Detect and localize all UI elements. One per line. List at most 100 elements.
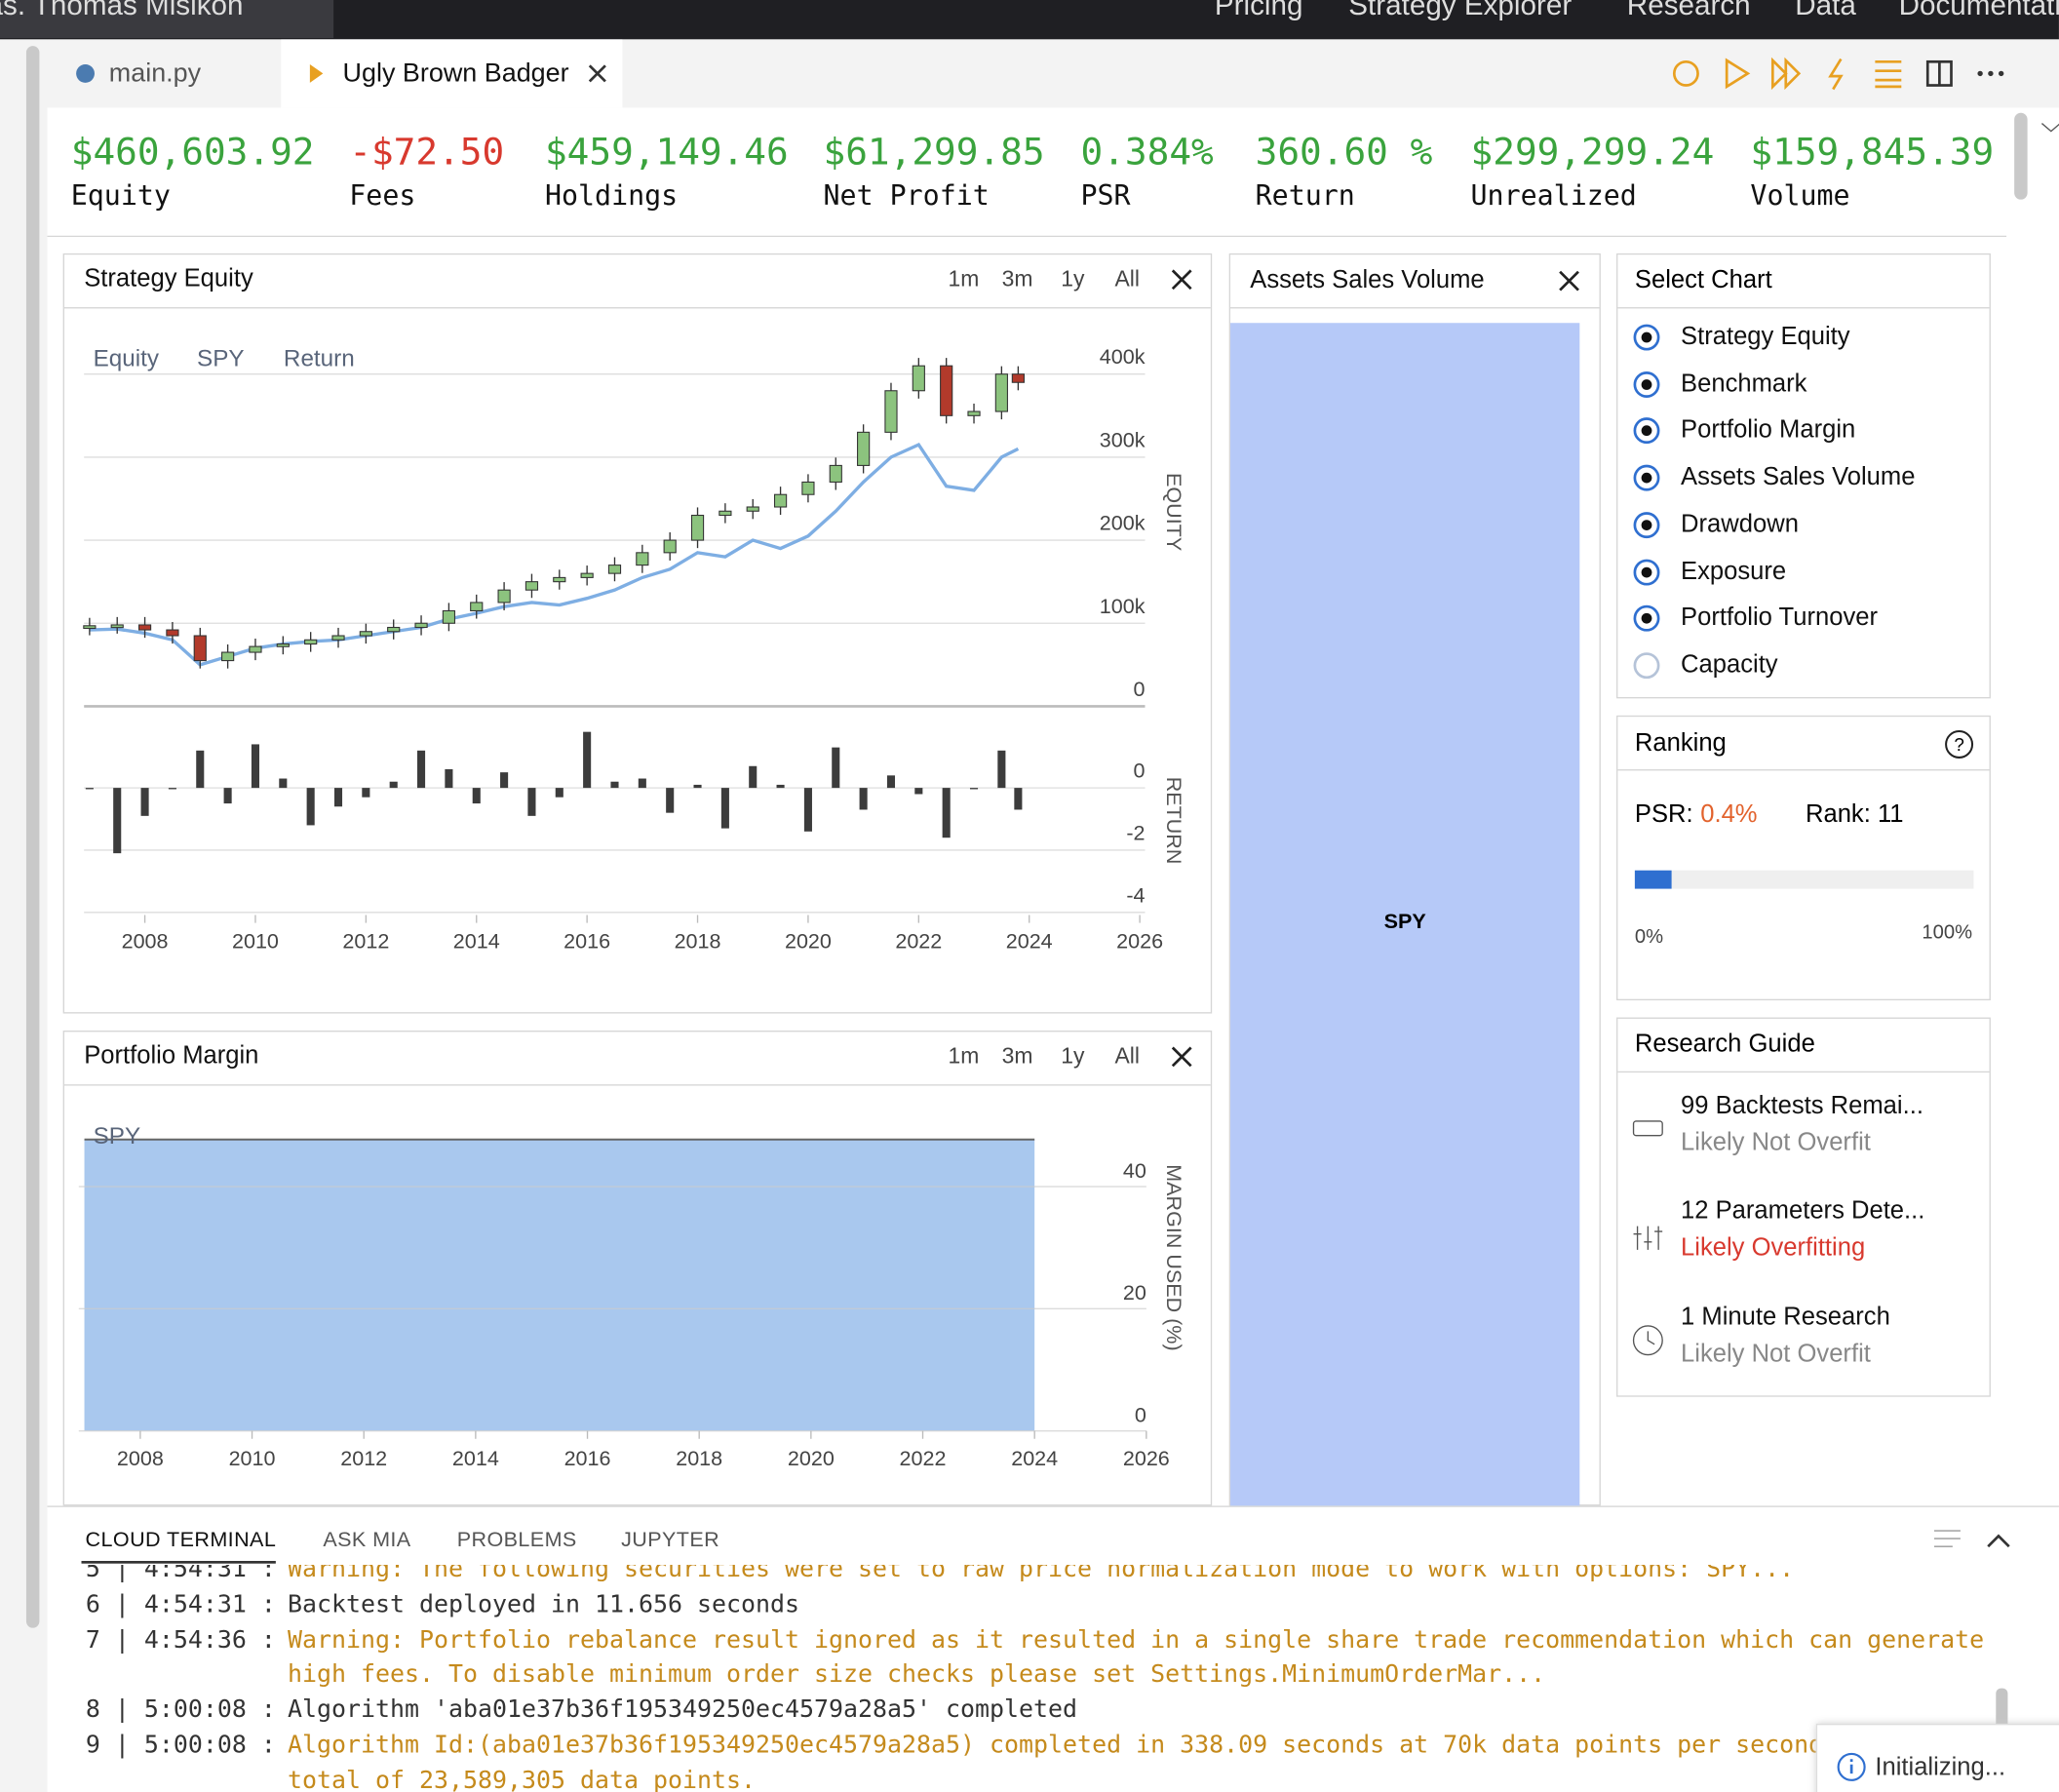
terminal-tab[interactable]: PROBLEMS (456, 1529, 577, 1552)
panel-header (1617, 254, 1990, 309)
run-icon (309, 63, 324, 83)
live-icon[interactable] (1828, 58, 1844, 91)
psr-label: PSR: (1634, 800, 1693, 829)
select-chart-panel: Select Chart Strategy Equity Benchmark Por… (1616, 253, 1991, 699)
line-text: Algorithm 'aba01e37b36f195349250ec4579a2… (287, 1695, 1078, 1725)
option-label[interactable]: Portfolio Turnover (1681, 604, 1879, 632)
guide-title[interactable]: 12 Parameters Dete... (1681, 1197, 1925, 1226)
radio-dot (1641, 425, 1652, 437)
svg-text:?: ? (1954, 734, 1963, 755)
stat-label: PSR (1080, 179, 1131, 212)
radio[interactable] (1633, 464, 1660, 491)
guide-title[interactable]: 1 Minute Research (1681, 1304, 1890, 1332)
margin-panel (62, 1031, 1213, 1506)
rank: Rank: 11 (1805, 800, 1904, 829)
range-button[interactable]: All (1114, 1043, 1140, 1070)
settings-icon[interactable] (1672, 59, 1699, 87)
stat-label: Net Profit (823, 179, 990, 212)
line-text: Algorithm Id:(aba01e37b36f195349250ec457… (287, 1732, 2000, 1760)
status-text: Initializing... (1875, 1753, 2006, 1782)
tab[interactable]: main.py (108, 58, 202, 89)
treemap-label: SPY (1383, 911, 1426, 934)
terminal-output: 5 | 4:54:31 : Warning: The following secu… (47, 1565, 2058, 1792)
stat-value: $460,603.92 (70, 130, 315, 174)
line-prefix: 8 | 5:00:08 : (85, 1695, 276, 1725)
option-label[interactable]: Strategy Equity (1681, 323, 1850, 351)
legend-item[interactable]: Return (283, 345, 355, 372)
tab[interactable]: Ugly Brown Badger (342, 58, 569, 89)
rank-bar (1634, 870, 1974, 889)
guide-status: Likely Overfitting (1681, 1233, 1866, 1262)
stat-value: $159,845.39 (1750, 130, 1995, 174)
range-button[interactable]: 1y (1061, 266, 1085, 292)
close-tab[interactable] (588, 64, 606, 83)
option-label[interactable]: Drawdown (1681, 510, 1799, 538)
option-label[interactable]: Benchmark (1681, 370, 1807, 398)
stat-label: Holdings (544, 179, 679, 212)
user-name[interactable]: as. Thomas Misikon (0, 0, 244, 21)
legend-item[interactable]: SPY (197, 345, 245, 372)
panel-header (1617, 1019, 1990, 1073)
radio[interactable] (1633, 324, 1660, 351)
range-button[interactable]: 1m (948, 266, 980, 292)
close-panel[interactable] (1556, 268, 1582, 294)
option-label[interactable]: Exposure (1681, 557, 1787, 585)
nav-link[interactable]: Strategy Explorer (1348, 0, 1573, 21)
stat-value: 0.384% (1080, 130, 1214, 174)
guide-icons (1632, 1120, 1663, 1356)
help-icon[interactable]: ? (1943, 728, 1974, 760)
guide-status: Likely Not Overfit (1681, 1128, 1871, 1157)
terminal-tab[interactable]: JUPYTER (621, 1529, 720, 1552)
nav-link[interactable]: Data (1795, 0, 1856, 21)
radio[interactable] (1633, 370, 1660, 398)
terminal-tab[interactable]: CLOUD TERMINAL (85, 1529, 277, 1552)
option-label[interactable]: Capacity (1681, 650, 1778, 679)
stat-value: $299,299.24 (1470, 130, 1715, 174)
option-label[interactable]: Portfolio Margin (1681, 416, 1856, 445)
line-text: Backtest deployed in 11.656 seconds (287, 1590, 800, 1618)
stat-label: Volume (1750, 179, 1850, 212)
option-label[interactable]: Assets Sales Volume (1681, 463, 1916, 491)
nav-link[interactable]: Research (1626, 0, 1751, 21)
active-tab-bg (281, 39, 623, 108)
guide-title[interactable]: 99 Backtests Remai... (1681, 1092, 1923, 1120)
range-button[interactable]: 1m (948, 1043, 980, 1070)
panel-title: Assets Sales Volume (1250, 266, 1485, 294)
radio[interactable] (1633, 558, 1660, 585)
radio-dot (1641, 331, 1652, 343)
nav-link[interactable]: Documentation (1898, 0, 2059, 21)
nav-link[interactable]: Pricing (1214, 0, 1303, 21)
list-icon[interactable] (1875, 59, 1902, 89)
legend-item[interactable]: SPY (93, 1122, 141, 1149)
user-menu[interactable] (0, 0, 334, 39)
panel-title: Select Chart (1634, 266, 1772, 294)
range-button[interactable]: 1y (1061, 1043, 1085, 1070)
terminal: 5 | 4:54:31 : Warning: The following secu… (47, 1505, 2059, 1792)
radio[interactable] (1633, 652, 1660, 679)
stat-label: Equity (70, 179, 171, 212)
scale-max: 100% (1922, 921, 1973, 945)
stat-value: $61,299.85 (823, 130, 1045, 174)
line-prefix: 5 | 4:54:31 : (85, 1565, 276, 1583)
legend-item[interactable]: Equity (93, 345, 160, 372)
line-text: Warning: Portfolio rebalance result igno… (287, 1625, 1985, 1655)
panel-title: Ranking (1634, 729, 1727, 758)
backtest-icon[interactable] (1725, 58, 1751, 90)
stat-label: Fees (349, 179, 416, 212)
radio[interactable] (1633, 511, 1660, 538)
guide-status: Likely Not Overfit (1681, 1340, 1871, 1369)
more-icon[interactable] (1977, 70, 2004, 77)
scrollbar (1996, 1688, 2008, 1734)
range-button[interactable]: All (1114, 266, 1140, 292)
range-button[interactable]: 3m (1001, 266, 1033, 292)
optimize-icon[interactable] (1770, 57, 1802, 91)
top-bar (0, 0, 2059, 40)
radio[interactable] (1633, 604, 1660, 632)
range-button[interactable]: 3m (1001, 1043, 1033, 1070)
radio[interactable] (1633, 417, 1660, 445)
line-text: Warning: The following securities were s… (287, 1565, 1795, 1583)
terminal-tab[interactable]: ASK MIA (323, 1529, 411, 1552)
stat-value: $459,149.46 (544, 130, 789, 174)
